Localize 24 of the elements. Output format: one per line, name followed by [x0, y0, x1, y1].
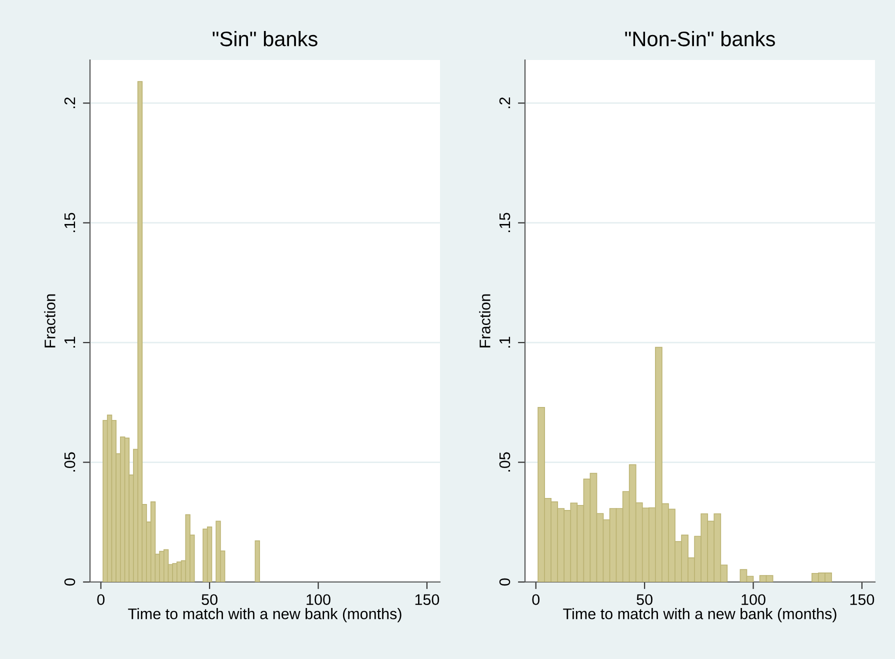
y-axis-title: Fraction	[44, 294, 56, 348]
chart-title: "Non-Sin" banks	[625, 31, 775, 46]
x-tick-label: 0	[97, 594, 105, 606]
y-axis-title: Fraction	[479, 294, 490, 348]
y-tick-label: 0	[499, 578, 510, 586]
x-axis-title: Time to match with a new bank (months)	[128, 608, 402, 622]
x-tick-label: 50	[202, 594, 218, 606]
y-tick-label: .05	[499, 452, 510, 472]
y-tick-label: .15	[500, 212, 510, 232]
x-tick-label: 0	[532, 594, 540, 606]
y-tick-label: .2	[499, 97, 510, 108]
y-tick-label: .1	[64, 336, 76, 348]
x-axis-title: Time to match with a new bank (months)	[563, 608, 836, 622]
y-tick-label: .15	[64, 212, 76, 232]
y-tick-label: .05	[64, 452, 76, 472]
x-tick-label: 50	[636, 594, 652, 606]
y-tick-label: 0	[64, 578, 76, 586]
x-tick-label: 150	[850, 594, 874, 606]
x-tick-label: 150	[415, 594, 440, 606]
chart-title: "Sin" banks	[212, 31, 318, 46]
x-tick-label: 100	[306, 594, 330, 606]
y-tick-label: .1	[500, 336, 510, 348]
x-tick-label: 100	[742, 594, 766, 606]
y-tick-label: .2	[64, 97, 76, 108]
